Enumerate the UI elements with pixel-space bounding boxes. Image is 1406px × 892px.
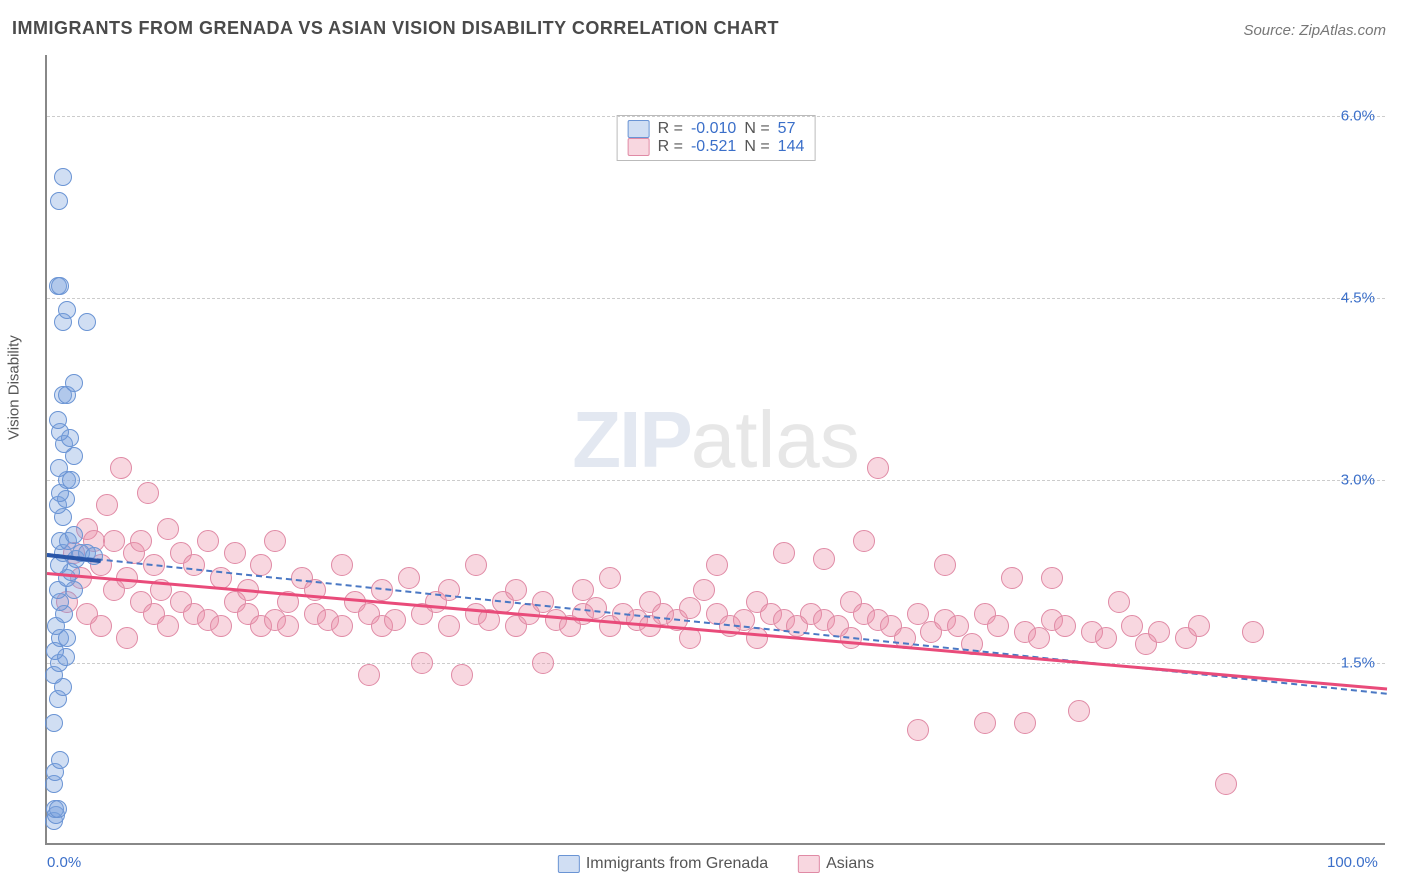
legend-row: R = -0.010 N = 57 — [628, 120, 805, 138]
point-asians — [224, 542, 246, 564]
point-asians — [505, 579, 527, 601]
point-grenada — [65, 526, 83, 544]
point-asians — [96, 494, 118, 516]
point-asians — [157, 518, 179, 540]
point-asians — [250, 554, 272, 576]
point-grenada — [51, 751, 69, 769]
grid-line — [47, 116, 1385, 117]
legend-swatch-icon — [558, 855, 580, 873]
point-asians — [116, 627, 138, 649]
point-asians — [130, 530, 152, 552]
point-asians — [1095, 627, 1117, 649]
legend-row: R = -0.521 N = 144 — [628, 138, 805, 156]
point-asians — [210, 615, 232, 637]
point-asians — [90, 615, 112, 637]
point-asians — [853, 530, 875, 552]
point-asians — [679, 597, 701, 619]
point-asians — [1054, 615, 1076, 637]
point-grenada — [58, 301, 76, 319]
chart-title: IMMIGRANTS FROM GRENADA VS ASIAN VISION … — [12, 18, 779, 39]
point-asians — [532, 652, 554, 674]
legend-swatch-grenada — [628, 120, 650, 138]
point-asians — [331, 554, 353, 576]
point-asians — [1041, 567, 1063, 589]
point-asians — [465, 554, 487, 576]
y-tick-label: 3.0% — [1341, 472, 1375, 489]
point-asians — [987, 615, 1009, 637]
watermark: ZIPatlas — [572, 394, 859, 486]
legend-swatch-asians — [628, 138, 650, 156]
point-grenada — [49, 800, 67, 818]
point-asians — [1001, 567, 1023, 589]
y-tick-label: 4.5% — [1341, 290, 1375, 307]
point-grenada — [65, 374, 83, 392]
point-grenada — [50, 192, 68, 210]
point-asians — [907, 719, 929, 741]
point-asians — [1188, 615, 1210, 637]
point-grenada — [54, 168, 72, 186]
point-grenada — [50, 459, 68, 477]
point-asians — [438, 615, 460, 637]
point-asians — [1148, 621, 1170, 643]
point-asians — [1215, 773, 1237, 795]
point-asians — [1028, 627, 1050, 649]
correlation-legend: R = -0.010 N = 57 R = -0.521 N = 144 — [617, 115, 816, 161]
point-asians — [411, 652, 433, 674]
point-grenada — [45, 714, 63, 732]
series-legend: Immigrants from Grenada Asians — [558, 855, 874, 873]
grid-line — [47, 663, 1385, 664]
point-asians — [103, 530, 125, 552]
point-grenada — [51, 277, 69, 295]
point-grenada — [78, 313, 96, 331]
plot-area: ZIPatlas R = -0.010 N = 57 R = -0.521 N … — [45, 55, 1385, 845]
point-asians — [137, 482, 159, 504]
point-asians — [277, 615, 299, 637]
chart-container: IMMIGRANTS FROM GRENADA VS ASIAN VISION … — [0, 0, 1406, 892]
grid-line — [47, 480, 1385, 481]
y-axis-label: Vision Disability — [6, 335, 23, 440]
point-grenada — [49, 411, 67, 429]
point-asians — [384, 609, 406, 631]
point-asians — [706, 554, 728, 576]
y-tick-label: 1.5% — [1341, 654, 1375, 671]
point-asians — [110, 457, 132, 479]
x-tick-label: 0.0% — [47, 854, 81, 871]
legend-item-grenada: Immigrants from Grenada — [558, 855, 768, 873]
point-asians — [358, 664, 380, 686]
point-asians — [1014, 712, 1036, 734]
point-asians — [183, 554, 205, 576]
point-asians — [934, 554, 956, 576]
source-attribution: Source: ZipAtlas.com — [1243, 22, 1386, 39]
point-asians — [813, 548, 835, 570]
y-tick-label: 6.0% — [1341, 107, 1375, 124]
point-asians — [197, 530, 219, 552]
point-asians — [1068, 700, 1090, 722]
grid-line — [47, 298, 1385, 299]
point-asians — [746, 627, 768, 649]
legend-swatch-icon — [798, 855, 820, 873]
point-asians — [451, 664, 473, 686]
point-asians — [867, 457, 889, 479]
point-asians — [398, 567, 420, 589]
point-asians — [693, 579, 715, 601]
point-asians — [264, 530, 286, 552]
point-asians — [1242, 621, 1264, 643]
point-asians — [157, 615, 179, 637]
legend-item-asians: Asians — [798, 855, 874, 873]
point-asians — [773, 542, 795, 564]
point-asians — [331, 615, 353, 637]
x-tick-label: 100.0% — [1327, 854, 1378, 871]
point-asians — [974, 712, 996, 734]
point-asians — [1108, 591, 1130, 613]
point-asians — [599, 567, 621, 589]
